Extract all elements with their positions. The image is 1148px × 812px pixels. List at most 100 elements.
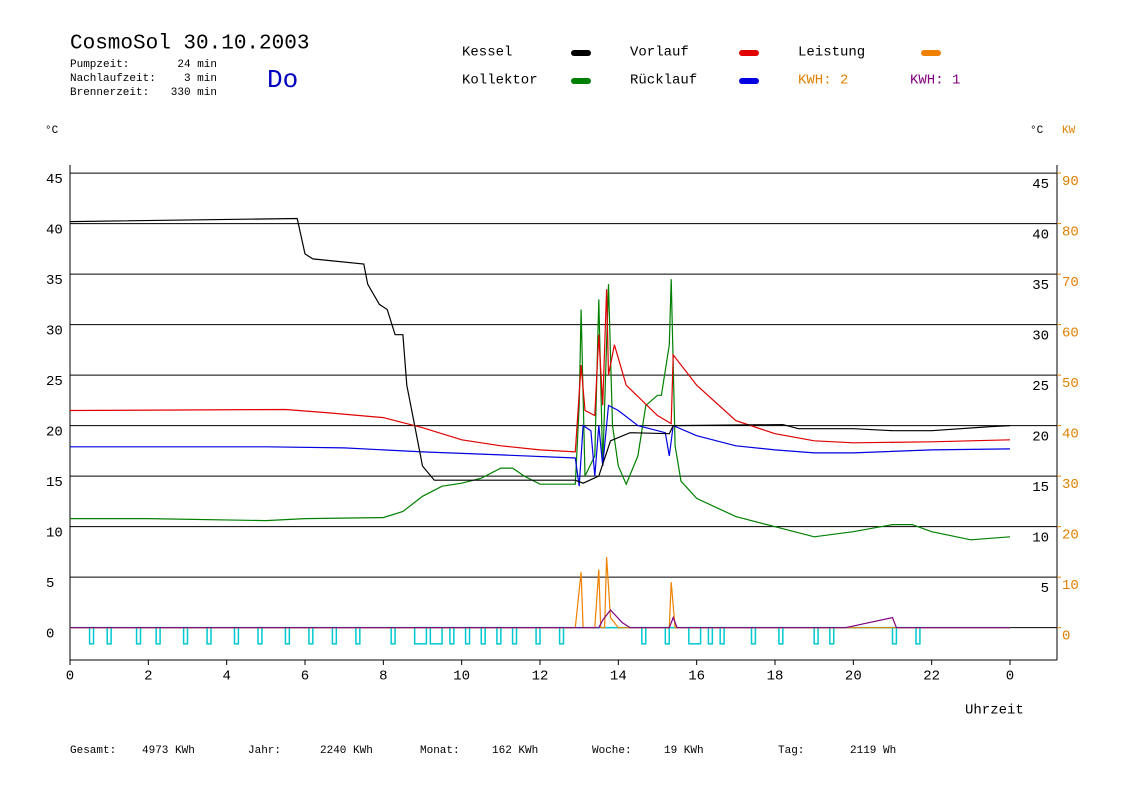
pump-pulse <box>88 626 95 645</box>
x-tick-label: 0 <box>66 669 74 685</box>
y2-tick-label: 35 <box>1032 278 1049 294</box>
info-label: Brennerzeit: <box>70 87 149 99</box>
y2-unit: °C <box>1030 125 1044 137</box>
x-tick-label: 0 <box>1006 669 1014 685</box>
series-line <box>70 404 1011 487</box>
footer-value: 2119 Wh <box>850 745 896 757</box>
x-tick-label: 2 <box>144 669 152 685</box>
y-tick-label: 30 <box>46 323 63 339</box>
y-tick-label: 25 <box>46 374 63 390</box>
footer-label: Gesamt: <box>70 745 116 757</box>
pump-pulse <box>688 626 702 645</box>
pump-pulse <box>915 626 921 645</box>
footer-value: 4973 KWh <box>142 745 195 757</box>
footer-label: Woche: <box>592 745 632 757</box>
y2-tick-label: 30 <box>1032 328 1049 344</box>
info-value: 330 min <box>171 87 217 99</box>
legend-label: Kessel <box>462 45 512 61</box>
info-label: Pumpzeit: <box>70 59 129 71</box>
series-line <box>69 217 1011 484</box>
footer-value: 2240 KWh <box>320 745 373 757</box>
x-tick-label: 14 <box>610 669 627 685</box>
pump-pulse <box>641 626 647 645</box>
y2-tick-label: 40 <box>1032 227 1049 243</box>
y2-tick-label: 25 <box>1032 379 1049 395</box>
pump-pulse <box>308 626 314 645</box>
footer-label: Monat: <box>420 745 460 757</box>
pump-pulse <box>829 626 835 645</box>
x-tick-label: 16 <box>688 669 705 685</box>
pump-pulse <box>106 626 112 645</box>
pump-pulse <box>390 626 396 645</box>
series-line <box>70 556 1010 629</box>
y2-tick-label: 15 <box>1032 480 1049 496</box>
x-tick-label: 20 <box>845 669 862 685</box>
legend-label: Kollektor <box>462 73 538 89</box>
y2-tick-label: 60 <box>1062 325 1079 341</box>
y2-tick-label: 50 <box>1062 376 1079 392</box>
pump-pulse <box>496 626 502 645</box>
y2-tick-label: 70 <box>1062 275 1079 291</box>
kwh-label: KWH: 2 <box>798 73 848 89</box>
info-label: Nachlaufzeit: <box>70 73 156 85</box>
pump-pulse <box>778 626 784 645</box>
y2-tick-label: 0 <box>1062 628 1070 644</box>
y2-tick-label: 30 <box>1062 477 1079 493</box>
pump-pulse <box>135 626 142 645</box>
pump-pulse <box>429 626 443 645</box>
pump-pulse <box>355 626 361 645</box>
footer-label: Tag: <box>778 745 804 757</box>
series-line <box>69 289 1011 453</box>
x-tick-label: 8 <box>379 669 387 685</box>
y-unit: °C <box>45 125 59 137</box>
series-line <box>70 609 1010 629</box>
pump-pulse <box>511 626 518 645</box>
pump-pulse <box>891 626 898 645</box>
x-tick-label: 4 <box>222 669 230 685</box>
y2-tick-label: 45 <box>1032 177 1049 193</box>
y-tick-label: 5 <box>46 576 54 592</box>
x-axis-label: Uhrzeit <box>965 703 1024 719</box>
info-value: 3 min <box>184 73 217 85</box>
pump-pulse <box>413 626 428 645</box>
y2-tick-label: 10 <box>1062 578 1079 594</box>
pump-pulse <box>206 626 212 645</box>
y2-tick-label: 5 <box>1041 581 1049 597</box>
y2-tick-label: 20 <box>1062 527 1079 543</box>
pump-pulse <box>233 626 240 645</box>
pump-pulse <box>331 626 338 645</box>
y2-unit-kw: KW <box>1062 125 1076 137</box>
pump-pulse <box>813 626 819 645</box>
y-tick-label: 10 <box>46 525 63 541</box>
footer-label: Jahr: <box>248 745 281 757</box>
pump-pulse <box>449 626 455 645</box>
legend-label: Vorlauf <box>630 45 689 61</box>
x-tick-label: 22 <box>923 669 940 685</box>
y-tick-label: 15 <box>46 475 63 491</box>
x-tick-label: 10 <box>453 669 470 685</box>
y-tick-label: 20 <box>46 424 63 440</box>
y2-tick-label: 80 <box>1062 224 1079 240</box>
legend-label: Rücklauf <box>630 73 697 89</box>
pump-pulse <box>284 626 291 645</box>
x-tick-label: 18 <box>767 669 784 685</box>
pump-pulse <box>257 626 263 645</box>
y-tick-label: 40 <box>46 222 63 238</box>
pump-pulse <box>719 626 725 645</box>
pump-pulse <box>750 626 757 645</box>
pump-pulse <box>464 626 471 645</box>
footer-value: 19 KWh <box>664 745 704 757</box>
series-line <box>70 279 1011 541</box>
y2-tick-label: 90 <box>1062 174 1079 190</box>
y-tick-label: 35 <box>46 273 63 289</box>
footer-value: 162 KWh <box>492 745 538 757</box>
y2-tick-label: 10 <box>1032 530 1049 546</box>
info-value: 24 min <box>177 59 217 71</box>
pump-pulse <box>182 626 189 645</box>
pump-pulse <box>558 626 565 645</box>
x-tick-label: 6 <box>301 669 309 685</box>
y-tick-label: 0 <box>46 626 54 642</box>
pump-pulse <box>155 626 161 645</box>
y-tick-label: 45 <box>46 172 63 188</box>
